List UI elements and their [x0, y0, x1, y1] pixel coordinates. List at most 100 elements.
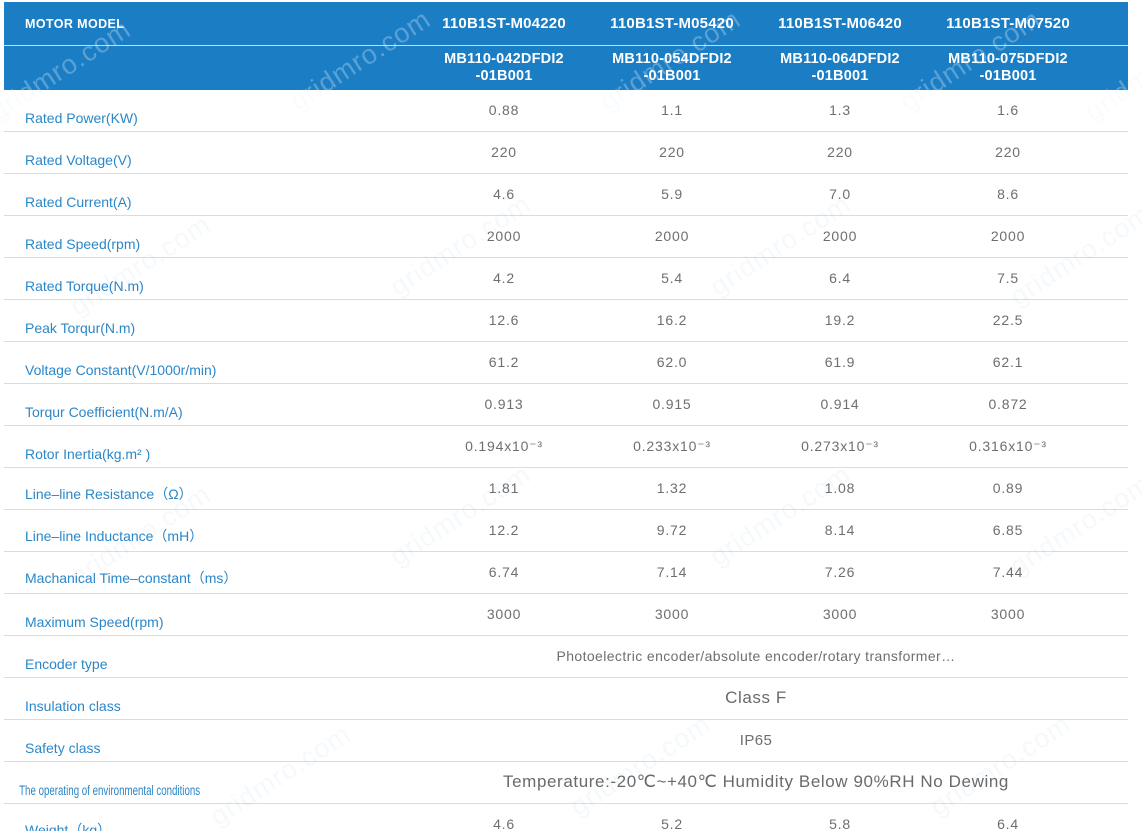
cell-value: 0.872	[988, 396, 1028, 412]
cell-span-value: Temperature:-20℃~+40℃ Humidity Below 90%…	[503, 772, 1009, 791]
cell-value: 7.44	[992, 564, 1024, 580]
cell-value: 1.1	[661, 102, 683, 118]
cell-value: 0.316x10⁻³	[969, 437, 1047, 454]
table-row: Rotor Inertia(kg.m² ) 0.194x10⁻³ 0.233x10⁻…	[4, 426, 1128, 468]
cell-value: 1.32	[656, 480, 688, 496]
cell-value: 0.273x10⁻³	[801, 437, 879, 454]
cell-value: 62.1	[992, 354, 1024, 370]
cell-value: 1.08	[824, 480, 856, 496]
cell-value: 2000	[990, 228, 1026, 244]
cell-value: 220	[659, 144, 685, 160]
row-label: Safety class	[25, 740, 101, 756]
cell-value: 5.9	[661, 186, 683, 202]
cell-value: 3000	[486, 606, 522, 622]
motor-model-header-label: MOTOR MODEL	[25, 16, 125, 31]
cell-value: 6.4	[997, 816, 1019, 831]
row-label: Torqur Coefficient(N.m/A)	[25, 404, 183, 420]
model-name-1: 110B1ST-M05420	[610, 15, 734, 32]
cell-value: 61.9	[824, 354, 856, 370]
row-label: Machanical Time–constant（ms）	[25, 570, 238, 586]
table-row: Safety class IP65	[4, 720, 1128, 762]
submodel-name-2: MB110-064DFDI2 -01B001	[756, 51, 924, 85]
table-row: Insulation class Class F	[4, 678, 1128, 720]
cell-value: 9.72	[656, 522, 688, 538]
cell-value: 19.2	[824, 312, 856, 328]
cell-value: 220	[827, 144, 853, 160]
cell-value: 4.2	[493, 270, 515, 286]
cell-value: 0.913	[484, 396, 524, 412]
submodel-name-1: MB110-054DFDI2 -01B001	[588, 51, 756, 85]
cell-value: 2000	[654, 228, 690, 244]
submodel-line2: -01B001	[643, 68, 701, 84]
cell-value: 16.2	[656, 312, 688, 328]
cell-value: 0.914	[820, 396, 860, 412]
row-label: Encoder type	[25, 656, 108, 672]
model-name-3: 110B1ST-M07520	[946, 15, 1070, 32]
submodel-line1: MB110-064DFDI2	[780, 51, 900, 67]
table-row: Rated Current(A) 4.6 5.9 7.0 8.6	[4, 174, 1128, 216]
table-row: Encoder type Photoelectric encoder/absolu…	[4, 636, 1128, 678]
cell-value: 220	[995, 144, 1021, 160]
submodel-name-3: MB110-075DFDI2 -01B001	[924, 51, 1092, 85]
cell-value: 61.2	[488, 354, 520, 370]
table-row: Line–line Inductance（mH） 12.2 9.72 8.14 6.85	[4, 510, 1128, 552]
cell-value: 12.2	[488, 522, 520, 538]
cell-value: 2000	[486, 228, 522, 244]
cell-value: 5.4	[661, 270, 683, 286]
cell-value: 8.6	[997, 186, 1019, 202]
cell-value: 1.81	[488, 480, 520, 496]
cell-value: 0.88	[488, 102, 520, 118]
submodel-line2: -01B001	[475, 68, 533, 84]
model-name-2: 110B1ST-M06420	[778, 15, 902, 32]
row-label: Line–line Resistance（Ω）	[25, 486, 193, 502]
cell-value: 7.0	[829, 186, 851, 202]
row-label: Maximum Speed(rpm)	[25, 614, 164, 630]
cell-value: 3000	[654, 606, 690, 622]
submodel-line2: -01B001	[979, 68, 1037, 84]
submodel-line2: -01B001	[811, 68, 869, 84]
row-label: Peak Torqur(N.m)	[25, 320, 136, 336]
row-label: Line–line Inductance（mH）	[25, 528, 204, 544]
cell-value: 1.3	[829, 102, 851, 118]
cell-value: 3000	[990, 606, 1026, 622]
cell-value: 62.0	[656, 354, 688, 370]
submodel-line1: MB110-042DFDI2	[444, 51, 564, 67]
table-row: Machanical Time–constant（ms） 6.74 7.14 7.26…	[4, 552, 1128, 594]
row-label: Insulation class	[25, 698, 121, 714]
cell-value: 6.74	[488, 564, 520, 580]
table-row: Torqur Coefficient(N.m/A) 0.913 0.915 0.914…	[4, 384, 1128, 426]
table-header: MOTOR MODEL 110B1ST-M04220 110B1ST-M05420…	[4, 2, 1128, 90]
table-row: Rated Power(KW) 0.88 1.1 1.3 1.6	[4, 90, 1128, 132]
table-row: Rated Torque(N.m) 4.2 5.4 6.4 7.5	[4, 258, 1128, 300]
table-row: Rated Voltage(V) 220 220 220 220	[4, 132, 1128, 174]
row-label: The operating of environmental condition…	[19, 783, 201, 798]
row-label: Rated Current(A)	[25, 194, 132, 210]
submodel-name-0: MB110-042DFDI2 -01B001	[420, 51, 588, 85]
cell-value: 7.26	[824, 564, 856, 580]
table-row: Line–line Resistance（Ω） 1.81 1.32 1.08 0.89	[4, 468, 1128, 510]
cell-value: 4.6	[493, 816, 515, 831]
cell-value: 8.14	[824, 522, 856, 538]
cell-value: 1.6	[997, 102, 1019, 118]
row-label: Rated Power(KW)	[25, 110, 138, 126]
cell-span-value: Photoelectric encoder/absolute encoder/r…	[556, 648, 956, 664]
table-row: Maximum Speed(rpm) 3000 3000 3000 3000	[4, 594, 1128, 636]
table-row: The operating of environmental condition…	[4, 762, 1128, 804]
cell-value: 0.915	[652, 396, 692, 412]
submodel-line1: MB110-054DFDI2	[612, 51, 732, 67]
cell-span-value: IP65	[739, 731, 773, 749]
table-row: Weight（kg） 4.6 5.2 5.8 6.4	[4, 804, 1128, 831]
table-row: Peak Torqur(N.m) 12.6 16.2 19.2 22.5	[4, 300, 1128, 342]
cell-span-value: Class F	[725, 688, 787, 707]
cell-value: 5.2	[661, 816, 683, 831]
row-label: Rotor Inertia(kg.m² )	[25, 446, 151, 462]
cell-value: 2000	[822, 228, 858, 244]
table-body: Rated Power(KW) 0.88 1.1 1.3 1.6 Rated Voltag…	[4, 90, 1128, 831]
row-label: Weight（kg）	[4, 820, 420, 831]
table-header-row-submodels: MB110-042DFDI2 -01B001 MB110-054DFDI2 -01B0…	[4, 46, 1128, 90]
table-row: Voltage Constant(V/1000r/min) 61.2 62.0 61.…	[4, 342, 1128, 384]
model-name-0: 110B1ST-M04220	[442, 15, 566, 32]
cell-value: 22.5	[992, 312, 1024, 328]
row-label: Rated Torque(N.m)	[25, 278, 144, 294]
